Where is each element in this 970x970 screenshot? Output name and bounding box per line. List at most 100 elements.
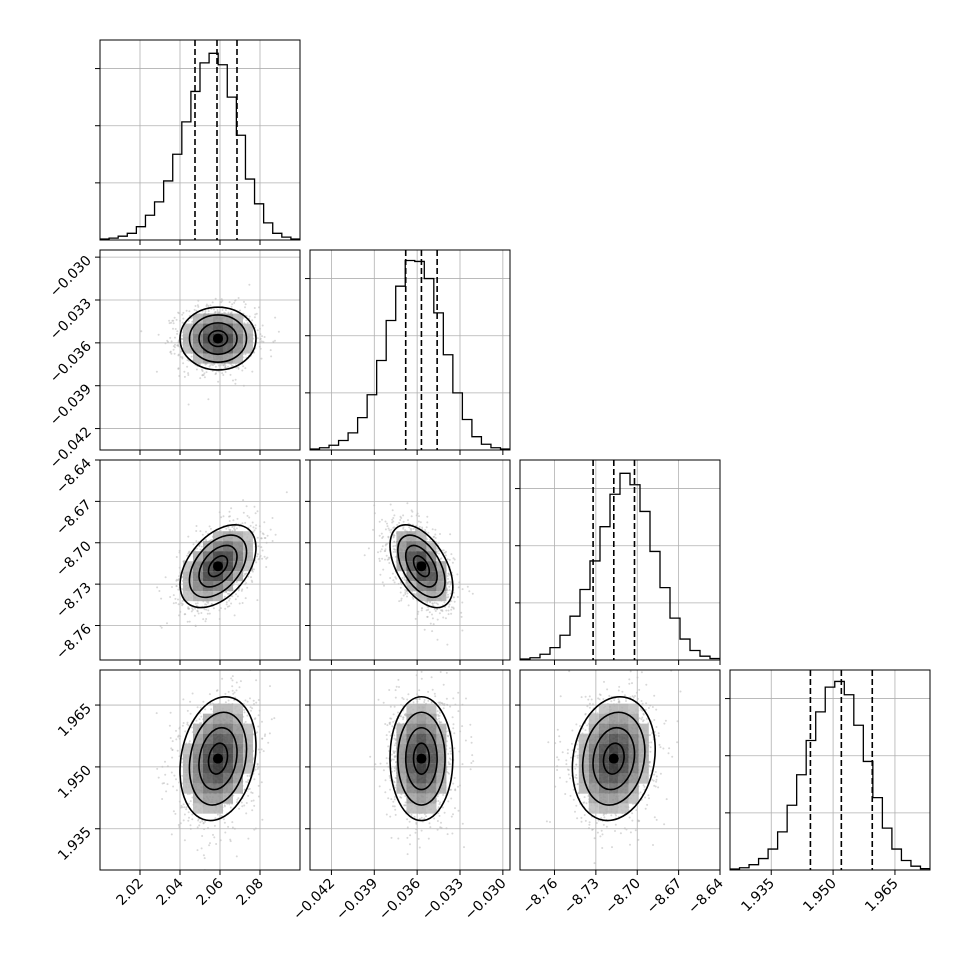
scatter-point [196, 706, 199, 709]
scatter-point [197, 305, 200, 308]
scatter-point [201, 310, 204, 313]
scatter-point [222, 818, 225, 821]
scatter-point [178, 781, 181, 784]
scatter-point [450, 581, 453, 584]
contour-line [179, 524, 257, 609]
scatter-point [182, 311, 185, 314]
scatter-point [178, 375, 181, 377]
scatter-point [227, 526, 230, 529]
scatter-point [250, 576, 252, 579]
scatter-point [194, 624, 197, 627]
scatter-point [208, 365, 211, 368]
scatter-point [447, 613, 450, 616]
scatter-point [201, 533, 204, 536]
scatter-point [227, 311, 230, 314]
density-cell [436, 571, 447, 582]
density-cell [416, 531, 427, 542]
density-cell [203, 343, 213, 354]
scatter-point [237, 297, 240, 299]
scatter-point [233, 691, 236, 694]
scatter-point [373, 504, 376, 507]
scatter-point [193, 614, 196, 617]
density-cell [243, 323, 253, 334]
scatter-point [258, 709, 261, 712]
scatter-point [448, 603, 451, 606]
scatter-point [412, 527, 415, 530]
density-cell [203, 541, 213, 552]
scatter-point [256, 555, 258, 558]
scatter-point [285, 491, 288, 494]
scatter-point [183, 559, 186, 562]
density-peak [213, 333, 223, 344]
scatter-point [388, 562, 391, 564]
scatter-point [404, 593, 407, 595]
scatter-point [209, 527, 212, 530]
scatter-point [389, 531, 392, 534]
density-cell [426, 541, 437, 552]
scatter-point [230, 507, 233, 510]
scatter-point [397, 582, 400, 585]
density-cell [193, 323, 203, 334]
scatter-point [173, 352, 176, 355]
contour-line [207, 555, 229, 578]
scatter-point [242, 384, 245, 387]
scatter-point [380, 532, 383, 535]
scatter-point [189, 800, 192, 803]
density-cell [243, 551, 253, 562]
scatter-point [450, 583, 452, 586]
scatter-point [218, 618, 221, 620]
scatter-point [186, 620, 189, 623]
scatter-point [229, 515, 231, 518]
scatter-point [218, 511, 221, 514]
scatter-point [230, 305, 233, 308]
scatter-point [401, 577, 404, 579]
scatter-point [241, 369, 244, 372]
scatter-point [166, 339, 169, 342]
scatter-point [181, 334, 184, 337]
scatter-point [176, 330, 179, 333]
scatter-point [398, 521, 401, 524]
density-cell [183, 333, 193, 344]
scatter-point [183, 375, 186, 378]
scatter-point [231, 303, 234, 306]
scatter-point [229, 373, 232, 376]
density-cell [406, 571, 417, 582]
scatter-point [277, 330, 280, 333]
scatter-point [187, 811, 190, 814]
scatter-point [211, 538, 214, 541]
scatter-point [253, 778, 256, 781]
scatter-point [228, 520, 231, 522]
scatter-point [384, 549, 387, 552]
scatter-point [386, 525, 389, 528]
contour-line [389, 523, 454, 609]
scatter-point [205, 303, 208, 306]
scatter-point [392, 517, 395, 519]
scatter-point [274, 316, 277, 319]
scatter-point [166, 783, 169, 786]
scatter-point [386, 522, 388, 525]
scatter-point [381, 557, 384, 560]
scatter-point [172, 319, 175, 322]
scatter-point [164, 342, 167, 345]
scatter-point [431, 528, 434, 531]
scatter-point [196, 826, 199, 829]
scatter-point [172, 594, 175, 597]
density-cell [193, 313, 203, 324]
scatter-point [205, 371, 208, 374]
scatter-point [410, 529, 413, 532]
scatter-point [222, 515, 225, 518]
scatter-point [188, 802, 190, 805]
scatter-point [263, 537, 266, 539]
scatter-point [176, 344, 179, 347]
scatter-point [392, 579, 395, 582]
scatter-point [168, 319, 171, 322]
scatter-point [241, 522, 244, 525]
scatter-point [225, 601, 228, 604]
scatter-point [195, 525, 198, 527]
scatter-point [407, 519, 409, 522]
scatter-point [438, 552, 440, 555]
scatter-point [194, 602, 197, 605]
scatter-point [447, 577, 449, 580]
scatter-point [234, 598, 237, 601]
scatter-point [233, 529, 236, 532]
